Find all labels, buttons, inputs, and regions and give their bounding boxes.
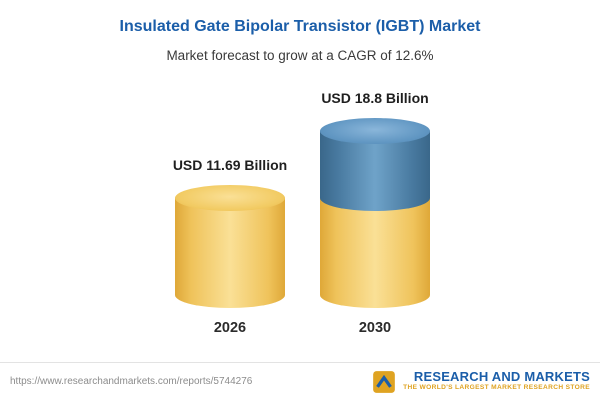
year-label-2030: 2030 [358,320,392,336]
segment-base-2030 [320,198,430,308]
cylinder-body-2026 [175,198,285,308]
cylinder-cap-2026 [175,185,285,212]
cylinder-cap-2030 [320,118,430,145]
cylinder-2030 [320,118,430,308]
value-label-2030: USD 18.8 Billion [321,90,429,107]
logo-tagline-text: THE WORLD'S LARGEST MARKET RESEARCH STOR… [403,384,590,392]
logo-name-text: RESEARCH AND MARKETS [413,369,590,385]
logo-text: RESEARCH AND MARKETS THE WORLD'S LARGEST… [403,369,590,393]
cylinder-2026 [175,185,285,308]
segment-growth-2030 [320,131,430,212]
bar-group-2030: USD 18.8 Billion 2030 [310,90,440,336]
value-label-2026: USD 11.69 Billion [172,157,288,174]
chart-subtitle: Market forecast to grow at a CAGR of 12.… [166,48,434,63]
footer-bar: https://www.researchandmarkets.com/repor… [0,362,600,400]
research-and-markets-logo: RESEARCH AND MARKETS THE WORLD'S LARGEST… [371,369,590,395]
year-label-2026: 2026 [213,320,247,336]
bar-group-2026: USD 11.69 Billion 2026 [165,157,295,336]
research-and-markets-logo-icon [373,370,395,393]
report-url: https://www.researchandmarkets.com/repor… [10,376,253,387]
chart-title: Insulated Gate Bipolar Transistor (IGBT)… [119,18,481,35]
